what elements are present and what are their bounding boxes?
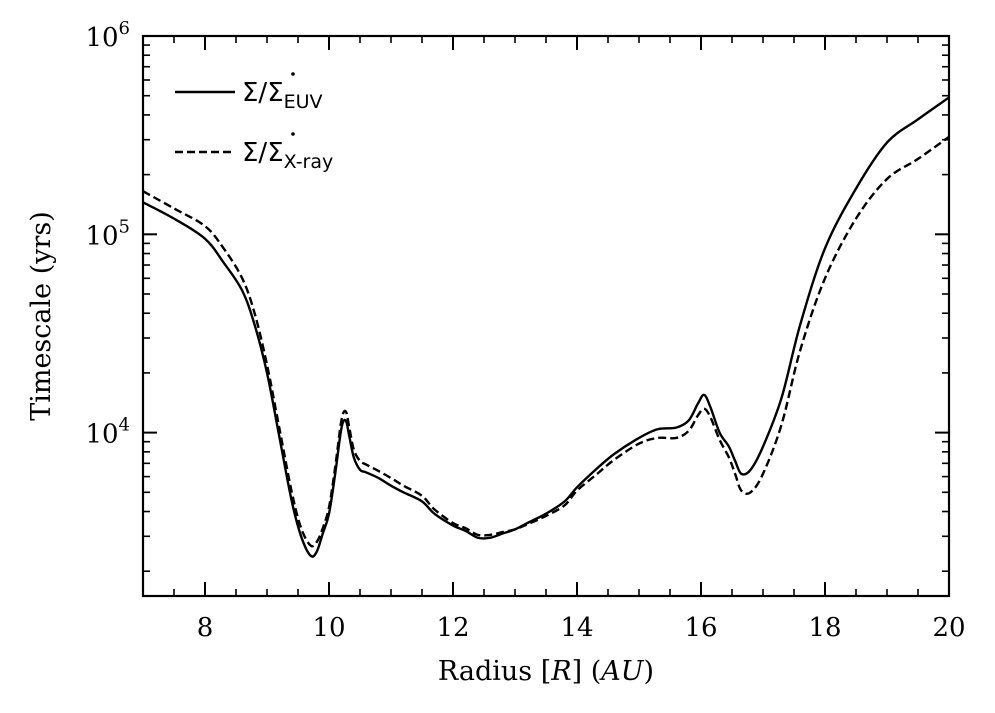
y-tick-label-base: 10 bbox=[85, 221, 118, 251]
legend: Σ/ΣEUV Σ/ΣX-ray bbox=[175, 72, 333, 173]
x-tick-label: 16 bbox=[684, 613, 717, 643]
x-axis-title-suffix: ) bbox=[644, 656, 655, 687]
legend-label-xray-sub: X-ray bbox=[284, 151, 334, 173]
x-axis-title-prefix: Radius [ bbox=[438, 656, 551, 687]
legend-label-xray-main: Σ/Σ bbox=[242, 138, 284, 168]
y-tick-label-exponent: 4 bbox=[119, 415, 130, 436]
x-axis-title-symbol: R bbox=[550, 656, 571, 687]
x-axis-title: Radius [R] (AU) bbox=[438, 656, 654, 687]
y-tick-label-exponent: 5 bbox=[119, 216, 130, 237]
ticks-layer bbox=[142, 35, 950, 596]
legend-label-euv-sub: EUV bbox=[284, 91, 323, 113]
x-tick-label: 20 bbox=[932, 613, 965, 643]
y-tick-label-base: 10 bbox=[85, 23, 118, 53]
plot-frame bbox=[141, 34, 951, 598]
x-tick-label: 10 bbox=[312, 613, 345, 643]
legend-label-euv: Σ/ΣEUV bbox=[242, 78, 323, 113]
legend-dot-xray bbox=[291, 132, 295, 136]
x-axis-title-unit: AU bbox=[598, 656, 644, 687]
legend-label-euv-main: Σ/Σ bbox=[242, 78, 284, 108]
y-tick-label: 105 bbox=[85, 216, 130, 251]
x-tick-label: 12 bbox=[436, 613, 469, 643]
y-tick-label: 104 bbox=[85, 415, 130, 450]
series-line-euv bbox=[142, 96, 950, 558]
legend-dot-euv bbox=[291, 72, 295, 76]
x-axis-title-mid: ] ( bbox=[572, 656, 602, 687]
y-tick-label-base: 10 bbox=[85, 420, 118, 450]
x-tick-label: 14 bbox=[560, 613, 593, 643]
y-axis-title: Timescale (yrs) bbox=[26, 211, 57, 421]
y-tick-label: 106 bbox=[85, 18, 130, 53]
x-tick-label: 18 bbox=[808, 613, 841, 643]
series-line-xray bbox=[142, 135, 950, 548]
series-layer bbox=[142, 96, 950, 558]
x-tick-label: 8 bbox=[197, 613, 214, 643]
y-tick-label-exponent: 6 bbox=[119, 18, 130, 39]
legend-label-xray: Σ/ΣX-ray bbox=[242, 138, 333, 173]
